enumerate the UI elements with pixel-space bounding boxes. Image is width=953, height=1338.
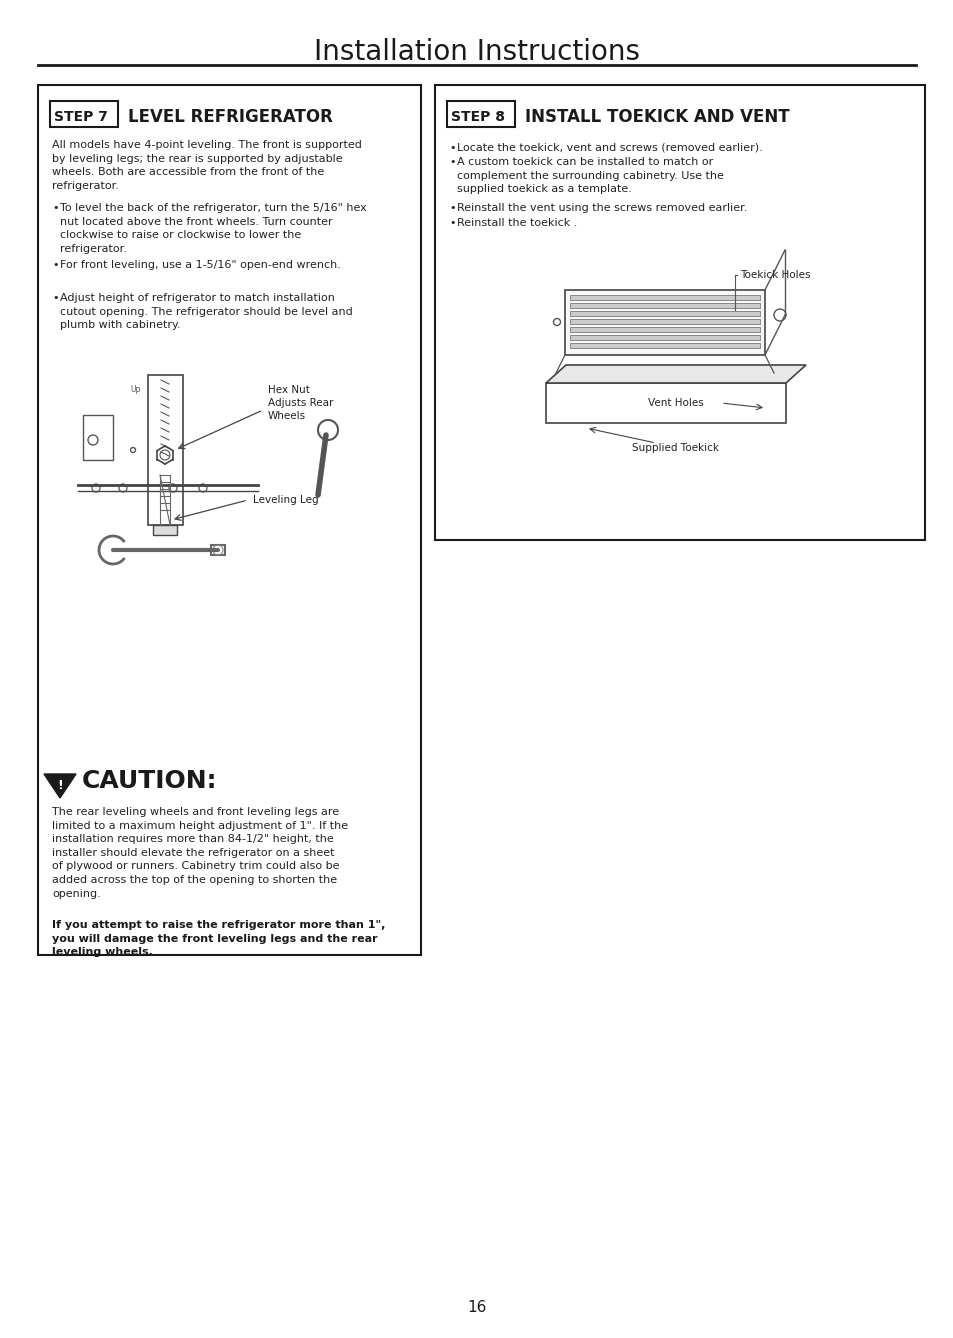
Text: !: ! xyxy=(57,780,63,792)
Text: CAUTION:: CAUTION: xyxy=(82,769,217,793)
Text: STEP 8: STEP 8 xyxy=(451,110,504,124)
Text: Toekick Holes: Toekick Holes xyxy=(740,270,810,280)
Text: For front leveling, use a 1-5/16" open-end wrench.: For front leveling, use a 1-5/16" open-e… xyxy=(60,260,340,270)
Bar xyxy=(569,318,760,324)
Polygon shape xyxy=(545,365,805,383)
Text: •: • xyxy=(52,260,58,270)
Text: A custom toekick can be installed to match or
complement the surrounding cabinet: A custom toekick can be installed to mat… xyxy=(456,157,723,194)
Text: If you attempt to raise the refrigerator more than 1",
you will damage the front: If you attempt to raise the refrigerator… xyxy=(52,921,385,957)
Bar xyxy=(83,415,112,460)
Text: Installation Instructions: Installation Instructions xyxy=(314,37,639,66)
Bar xyxy=(569,294,760,300)
Text: INSTALL TOEKICK AND VENT: INSTALL TOEKICK AND VENT xyxy=(524,108,789,126)
Bar xyxy=(211,545,225,555)
Text: To level the back of the refrigerator, turn the 5/16" hex
nut located above the : To level the back of the refrigerator, t… xyxy=(60,203,366,254)
Text: Supplied Toekick: Supplied Toekick xyxy=(632,443,719,454)
Text: •: • xyxy=(449,203,455,213)
Text: •: • xyxy=(52,293,58,302)
Text: Reinstall the toekick .: Reinstall the toekick . xyxy=(456,218,577,227)
Bar xyxy=(38,86,420,955)
Text: LEVEL REFRIGERATOR: LEVEL REFRIGERATOR xyxy=(128,108,333,126)
Bar xyxy=(435,86,924,541)
Bar xyxy=(569,334,760,340)
Text: Hex Nut
Adjusts Rear
Wheels: Hex Nut Adjusts Rear Wheels xyxy=(268,385,333,421)
Text: 16: 16 xyxy=(467,1301,486,1315)
Bar xyxy=(545,383,785,423)
Text: •: • xyxy=(449,143,455,153)
Text: All models have 4-point leveling. The front is supported
by leveling legs; the r: All models have 4-point leveling. The fr… xyxy=(52,140,361,191)
Bar xyxy=(447,100,515,127)
Polygon shape xyxy=(44,773,76,797)
Bar xyxy=(148,375,183,524)
Text: Up: Up xyxy=(131,385,141,395)
Text: STEP 7: STEP 7 xyxy=(54,110,108,124)
Text: •: • xyxy=(449,218,455,227)
Text: Reinstall the vent using the screws removed earlier.: Reinstall the vent using the screws remo… xyxy=(456,203,746,213)
Text: •: • xyxy=(52,203,58,213)
Text: •: • xyxy=(449,157,455,167)
Text: Adjust height of refrigerator to match installation
cutout opening. The refriger: Adjust height of refrigerator to match i… xyxy=(60,293,353,330)
Bar xyxy=(50,100,118,127)
Text: Vent Holes: Vent Holes xyxy=(647,397,703,408)
Bar xyxy=(569,310,760,316)
Text: Locate the toekick, vent and screws (removed earlier).: Locate the toekick, vent and screws (rem… xyxy=(456,143,762,153)
Text: Leveling Leg: Leveling Leg xyxy=(253,495,318,504)
Bar xyxy=(569,326,760,332)
Bar xyxy=(569,343,760,348)
Text: The rear leveling wheels and front leveling legs are
limited to a maximum height: The rear leveling wheels and front level… xyxy=(52,807,348,899)
Bar xyxy=(564,290,764,355)
Bar xyxy=(569,302,760,308)
Bar xyxy=(152,524,177,535)
